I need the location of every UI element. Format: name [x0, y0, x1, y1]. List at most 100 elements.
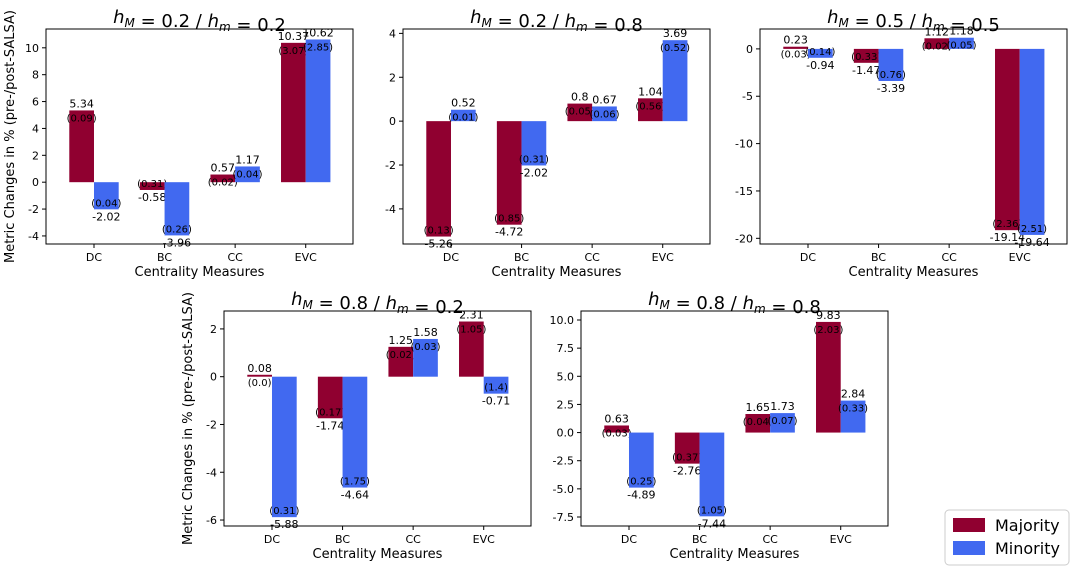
plot-frame: [45, 28, 354, 245]
minority-bar-bc: [878, 48, 904, 81]
error-label: (2.03): [813, 325, 843, 336]
y-tick-label: 10: [25, 42, 39, 55]
y-tick-label: 0.0: [557, 427, 575, 440]
error-label: (1.05): [456, 325, 486, 336]
error-label: (0.06): [589, 109, 619, 120]
value-label: -2.02: [520, 166, 548, 179]
value-label: -7.44: [698, 517, 726, 530]
legend-majority-swatch: [953, 518, 985, 532]
majority-bar-evc: [459, 321, 484, 377]
error-label: (0.31): [269, 506, 299, 517]
y-tick-label: 2: [389, 71, 396, 84]
title-part: h: [827, 7, 838, 28]
x-tick-label: BC: [871, 251, 886, 264]
x-tick-label: CC: [227, 251, 243, 264]
majority-bar-dc: [783, 46, 808, 49]
title-part: h: [648, 289, 659, 310]
value-label: -4.89: [627, 489, 655, 502]
minority-bar-dc: [807, 48, 833, 58]
error-label: (0.14): [805, 47, 835, 58]
minority-bar-bc: [699, 432, 725, 517]
title-part: = 0.2 /: [492, 11, 565, 32]
majority-bar-cc: [924, 38, 950, 49]
minority-bar-dc: [450, 109, 476, 122]
y-tick-label: 0: [389, 115, 396, 128]
error-label: (0.07): [767, 416, 797, 427]
value-label: 10.62: [302, 26, 334, 39]
error-label: (1.75): [340, 477, 370, 488]
minority-bar-dc: [271, 376, 297, 518]
value-label: 0.67: [592, 93, 617, 106]
x-tick-label: DC: [264, 533, 280, 546]
y-tick-label: -2: [385, 159, 396, 172]
majority-bar-bc: [139, 182, 165, 190]
majority-bar-cc: [745, 413, 771, 433]
title-part: = 0.2: [231, 15, 286, 36]
value-label: -3.39: [877, 82, 905, 95]
error-label: (3.07): [278, 46, 308, 57]
title-part: M: [839, 16, 850, 30]
plot-frame: [580, 310, 889, 527]
value-label: 0.57: [211, 162, 236, 175]
y-tick-label: -5.0: [553, 483, 574, 496]
x-tick-label: CC: [405, 533, 421, 546]
error-label: (0.33): [851, 52, 881, 63]
value-label: -0.71: [482, 395, 510, 408]
title-part: h: [208, 11, 219, 32]
title-part: m: [397, 302, 409, 316]
x-tick-label: CC: [941, 251, 957, 264]
title-part: = 0.8 /: [670, 293, 743, 314]
legend-minority-label: Minority: [995, 539, 1060, 558]
majority-bar-dc: [69, 110, 94, 183]
y-tick-label: -20: [735, 232, 753, 245]
y-tick-label: 10.0: [550, 314, 575, 327]
value-label: 9.83: [816, 309, 841, 322]
error-label: (0.04): [743, 417, 773, 428]
title-part: = 0.8: [588, 15, 643, 36]
y-tick-label: -4: [28, 230, 39, 243]
error-label: (2.36): [992, 219, 1022, 230]
minority-bar-dc: [93, 182, 119, 210]
error-label: (0.02): [922, 41, 952, 52]
minority-bar-bc: [164, 182, 190, 236]
y-tick-label: -7.5: [553, 511, 574, 524]
majority-bar-bc: [496, 121, 522, 225]
majority-bar-bc: [317, 376, 343, 419]
error-label: (0.05): [565, 107, 595, 118]
panel-1: -4-20246810DC5.34(0.09)(0.04)-2.02BC(0.3…: [3, 7, 354, 280]
x-axis-label: Centrality Measures: [492, 265, 622, 280]
y-tick-label: -2.5: [553, 455, 574, 468]
value-label: -4.72: [495, 226, 523, 239]
minority-bar-bc: [342, 376, 368, 488]
error-label: (0.33): [838, 404, 868, 415]
panel-4: -6 -4 -2 0 2 DC 0.08 (0.0) (0.31)-5.88 BC (0.17)-1…: [181, 289, 532, 562]
minority-bar-evc: [1019, 48, 1045, 235]
majority-bar-dc: [604, 425, 629, 433]
value-label: -0.58: [138, 191, 166, 204]
legend: Majority Minority: [944, 509, 1070, 566]
error-label: (0.31): [137, 179, 167, 190]
x-tick-label: EVC: [295, 251, 317, 264]
majority-bar-evc: [281, 42, 306, 183]
error-label: (0.25): [626, 477, 656, 488]
value-label: 1.25: [389, 334, 414, 347]
majority-bar-cc: [567, 103, 593, 122]
minority-bar-dc: [628, 432, 654, 488]
error-label: (0.37): [672, 453, 702, 464]
value-label: 1.12: [925, 25, 950, 38]
title-part: m: [219, 20, 231, 34]
minority-bar-cc: [770, 413, 795, 433]
error-label: (2.85): [303, 42, 333, 53]
majority-bar-evc: [816, 321, 841, 433]
title-part: = 0.8 /: [313, 293, 386, 314]
value-label: -0.94: [806, 59, 834, 72]
value-label: 0.52: [451, 97, 476, 110]
value-label: 5.34: [69, 97, 94, 110]
title-part: h: [386, 293, 397, 314]
panel-2: -4 -2 0 2 4 DC (0.13)-5.26 0.52 (0.01) BC (0.85)-4…: [385, 7, 711, 280]
y-tick-label: -2: [206, 418, 217, 431]
legend-minority-swatch: [953, 541, 985, 555]
x-tick-label: CC: [762, 533, 778, 546]
panel-5: -7.5 -5.0 -2.5 0.0 2.5 5.0 7.5 10.0 DC 0.63 (0.03)…: [550, 289, 889, 562]
